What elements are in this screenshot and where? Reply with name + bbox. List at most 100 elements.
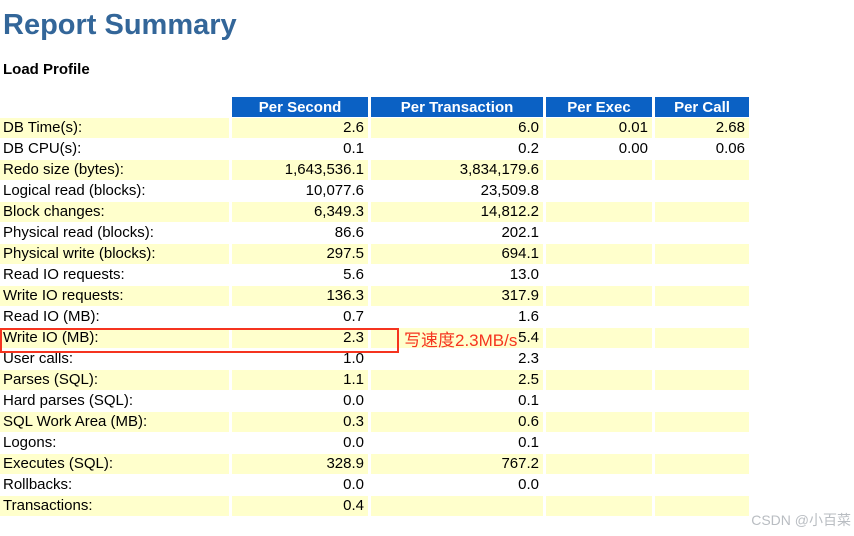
row-label: Physical write (blocks):: [0, 244, 229, 264]
table-row: Parses (SQL): 1.1 2.5: [0, 370, 749, 390]
cell-per-call: [655, 391, 749, 411]
table-row: Write IO (MB): 2.3 5.4: [0, 328, 749, 348]
row-label: Parses (SQL):: [0, 370, 229, 390]
row-label: Logons:: [0, 433, 229, 453]
cell-per-call: [655, 307, 749, 327]
row-label: Executes (SQL):: [0, 454, 229, 474]
cell-per-second: 6,349.3: [232, 202, 368, 222]
cell-per-call: [655, 496, 749, 516]
table-row: DB CPU(s): 0.1 0.2 0.00 0.06: [0, 139, 749, 159]
cell-per-transaction: [371, 496, 543, 516]
cell-per-call: [655, 412, 749, 432]
cell-per-second: 0.4: [232, 496, 368, 516]
row-label: DB CPU(s):: [0, 139, 229, 159]
row-label: Logical read (blocks):: [0, 181, 229, 201]
row-label: Rollbacks:: [0, 475, 229, 495]
table-row: User calls: 1.0 2.3: [0, 349, 749, 369]
cell-per-exec: [546, 370, 652, 390]
cell-per-second: 0.0: [232, 433, 368, 453]
row-label: Physical read (blocks):: [0, 223, 229, 243]
cell-per-second: 2.6: [232, 118, 368, 138]
table-row: SQL Work Area (MB): 0.3 0.6: [0, 412, 749, 432]
cell-per-call: [655, 286, 749, 306]
cell-per-transaction: 0.1: [371, 391, 543, 411]
row-label: DB Time(s):: [0, 118, 229, 138]
row-label: Read IO requests:: [0, 265, 229, 285]
cell-per-exec: [546, 475, 652, 495]
cell-per-exec: [546, 454, 652, 474]
cell-per-call: [655, 454, 749, 474]
header-blank-cell: [0, 97, 229, 117]
header-per-exec: Per Exec: [546, 97, 652, 117]
row-label: Read IO (MB):: [0, 307, 229, 327]
cell-per-exec: [546, 307, 652, 327]
table-row: Read IO requests: 5.6 13.0: [0, 265, 749, 285]
cell-per-transaction: 13.0: [371, 265, 543, 285]
row-label: User calls:: [0, 349, 229, 369]
cell-per-call: [655, 433, 749, 453]
table-header-row: Per Second Per Transaction Per Exec Per …: [0, 97, 749, 117]
section-title: Load Profile: [3, 61, 90, 78]
table-row: Hard parses (SQL): 0.0 0.1: [0, 391, 749, 411]
row-label: Transactions:: [0, 496, 229, 516]
cell-per-exec: [546, 244, 652, 264]
cell-per-second: 0.0: [232, 391, 368, 411]
cell-per-call: 0.06: [655, 139, 749, 159]
cell-per-exec: [546, 265, 652, 285]
cell-per-call: [655, 181, 749, 201]
row-label: Write IO requests:: [0, 286, 229, 306]
cell-per-transaction: 0.6: [371, 412, 543, 432]
table-row: Physical write (blocks): 297.5 694.1: [0, 244, 749, 264]
cell-per-transaction: 14,812.2: [371, 202, 543, 222]
row-label: Write IO (MB):: [0, 328, 229, 348]
cell-per-exec: 0.00: [546, 139, 652, 159]
cell-per-exec: [546, 349, 652, 369]
page-title: Report Summary: [3, 9, 237, 41]
table-row: Executes (SQL): 328.9 767.2: [0, 454, 749, 474]
cell-per-call: [655, 223, 749, 243]
cell-per-second: 0.7: [232, 307, 368, 327]
cell-per-transaction: 5.4: [371, 328, 543, 348]
table-row: Redo size (bytes): 1,643,536.1 3,834,179.6: [0, 160, 749, 180]
cell-per-exec: [546, 202, 652, 222]
cell-per-exec: [546, 160, 652, 180]
header-per-call: Per Call: [655, 97, 749, 117]
cell-per-transaction: 2.3: [371, 349, 543, 369]
table-row: Write IO requests: 136.3 317.9: [0, 286, 749, 306]
cell-per-call: [655, 370, 749, 390]
table-row: Logical read (blocks): 10,077.6 23,509.8: [0, 181, 749, 201]
load-profile-table: Per Second Per Transaction Per Exec Per …: [0, 96, 752, 517]
watermark: CSDN @小百菜: [751, 512, 851, 528]
cell-per-exec: 0.01: [546, 118, 652, 138]
header-per-transaction: Per Transaction: [371, 97, 543, 117]
table-row: Logons: 0.0 0.1: [0, 433, 749, 453]
table-row: Block changes: 6,349.3 14,812.2: [0, 202, 749, 222]
cell-per-second: 10,077.6: [232, 181, 368, 201]
cell-per-call: [655, 265, 749, 285]
cell-per-second: 0.1: [232, 139, 368, 159]
cell-per-transaction: 0.0: [371, 475, 543, 495]
cell-per-exec: [546, 496, 652, 516]
cell-per-transaction: 3,834,179.6: [371, 160, 543, 180]
cell-per-call: [655, 160, 749, 180]
cell-per-call: [655, 244, 749, 264]
row-label: SQL Work Area (MB):: [0, 412, 229, 432]
cell-per-transaction: 202.1: [371, 223, 543, 243]
cell-per-second: 328.9: [232, 454, 368, 474]
cell-per-second: 1.0: [232, 349, 368, 369]
header-per-second: Per Second: [232, 97, 368, 117]
cell-per-exec: [546, 181, 652, 201]
cell-per-second: 0.0: [232, 475, 368, 495]
cell-per-call: [655, 328, 749, 348]
cell-per-second: 86.6: [232, 223, 368, 243]
annotation-text: 写速度2.3MB/s: [404, 331, 518, 350]
row-label: Hard parses (SQL):: [0, 391, 229, 411]
cell-per-call: 2.68: [655, 118, 749, 138]
cell-per-second: 136.3: [232, 286, 368, 306]
cell-per-transaction: 317.9: [371, 286, 543, 306]
cell-per-second: 297.5: [232, 244, 368, 264]
cell-per-exec: [546, 391, 652, 411]
cell-per-second: 0.3: [232, 412, 368, 432]
cell-per-call: [655, 202, 749, 222]
